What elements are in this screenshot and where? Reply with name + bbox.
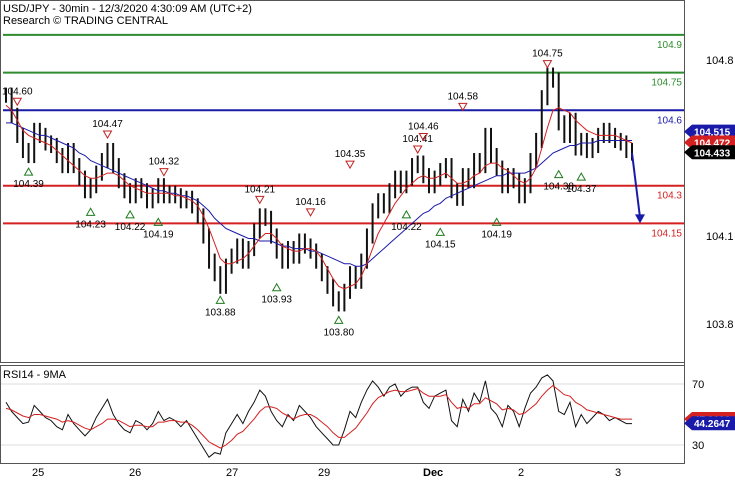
rsi-tag-1-bg — [684, 416, 735, 431]
swing-low-label: 104.23 — [75, 219, 106, 230]
y-tick-price-2: 103.8 — [706, 319, 734, 331]
swing-high-label: 104.58 — [448, 91, 479, 102]
price-tag-2-bg — [684, 145, 735, 160]
swing-high-label: 104.75 — [532, 49, 563, 60]
rsi-tag-1: 44.2647 — [694, 419, 731, 430]
swing-high-label: 104.41 — [402, 134, 433, 145]
ma-fast-line — [5, 104, 633, 290]
level-label-0: 104.9 — [657, 40, 682, 51]
swing-low-marker — [125, 209, 135, 219]
swing-low-label: 104.37 — [566, 184, 597, 195]
swing-high-label: 104.35 — [335, 149, 366, 160]
y-tick-rsi-1: 30 — [692, 440, 704, 452]
y-tick-price-1: 104.1 — [706, 231, 734, 243]
swing-high-marker — [412, 145, 423, 155]
swing-low-label: 104.38 — [543, 182, 574, 193]
swing-low-label: 104.22 — [391, 222, 422, 233]
rsi-panel-frame — [0, 365, 685, 464]
x-tick-26: 26 — [129, 467, 141, 479]
swing-high-label: 104.21 — [244, 184, 275, 195]
swing-low-label: 104.15 — [425, 239, 456, 250]
swing-high-label: 104.47 — [92, 119, 123, 130]
swing-low-marker — [215, 295, 226, 304]
x-tick-29: 29 — [318, 467, 330, 479]
swing-low-label: 104.19 — [481, 229, 512, 240]
price-panel-frame — [0, 0, 685, 363]
swing-low-label: 103.80 — [323, 327, 354, 338]
x-tick-2: 2 — [518, 467, 524, 479]
level-label-2: 104.6 — [657, 115, 682, 126]
swing-high-label: 104.32 — [149, 157, 180, 168]
projection-line — [631, 152, 641, 218]
swing-low-marker — [333, 315, 344, 324]
swing-low-marker — [576, 172, 587, 181]
price-tag-1: 104.472 — [694, 138, 731, 149]
swing-high-label: 104.16 — [295, 197, 326, 208]
swing-high-marker — [102, 130, 113, 139]
projection-arrowhead — [635, 214, 645, 224]
ma-slow-line — [6, 122, 632, 267]
swing-low-label: 103.88 — [205, 307, 236, 318]
swing-low-marker — [153, 217, 164, 226]
swing-low-marker — [23, 167, 34, 176]
swing-low-marker — [553, 169, 564, 179]
x-tick-3: 3 — [615, 467, 621, 479]
x-tick-dec: Dec — [423, 467, 443, 479]
swing-low-label: 104.22 — [115, 222, 146, 233]
swing-high-label: 104.46 — [408, 121, 439, 132]
price-tag-0: 104.515 — [694, 128, 731, 139]
level-label-4: 104.15 — [651, 228, 682, 239]
rsi-line — [5, 374, 632, 458]
swing-low-marker — [271, 282, 282, 292]
x-tick-25: 25 — [32, 467, 44, 479]
rsi-title: RSI14 - 9MA — [3, 369, 67, 381]
y-tick-price-0: 104.8 — [706, 55, 734, 67]
swing-low-marker — [491, 217, 502, 226]
swing-high-marker — [457, 102, 468, 112]
price-tag-2: 104.433 — [694, 148, 731, 159]
swing-low-marker — [401, 209, 412, 219]
x-tick-27: 27 — [226, 467, 238, 479]
swing-high-marker — [345, 160, 355, 170]
swing-low-label: 104.19 — [143, 229, 174, 240]
chart-title: USD/JPY - 30min - 12/3/2020 4:30:09 AM (… — [3, 3, 252, 15]
price-tag-0-bg — [684, 124, 735, 139]
swing-high-marker — [418, 132, 429, 142]
swing-high-marker — [305, 208, 316, 217]
swing-high-label: 104.60 — [2, 86, 33, 97]
swing-low-marker — [435, 227, 446, 236]
swing-high-marker — [12, 97, 23, 107]
chart-subtitle: Research © TRADING CENTRAL — [3, 15, 168, 27]
swing-low-label: 104.39 — [13, 179, 44, 190]
swing-low-label: 103.93 — [261, 295, 292, 306]
level-label-1: 104.75 — [651, 78, 682, 89]
swing-high-marker — [542, 60, 553, 69]
y-tick-rsi-0: 70 — [692, 379, 704, 391]
swing-high-marker — [254, 195, 265, 205]
swing-high-marker — [159, 168, 169, 177]
rsi-ma-line — [5, 384, 632, 449]
swing-low-marker — [85, 207, 96, 216]
level-label-3: 104.3 — [657, 191, 682, 202]
